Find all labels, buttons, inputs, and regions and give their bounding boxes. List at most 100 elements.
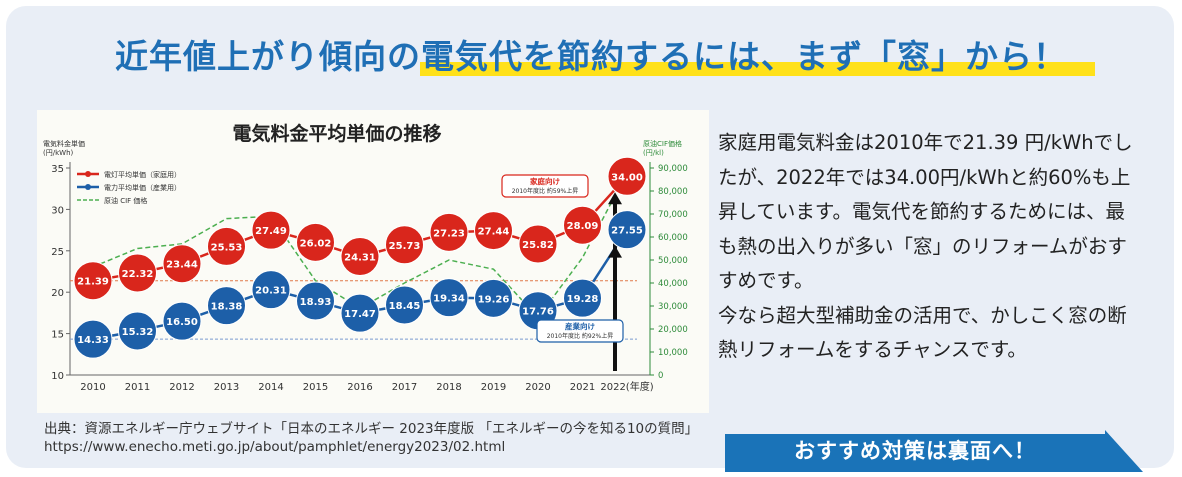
- x-tick-label: 2013: [214, 382, 239, 393]
- x-tick-label: 2020: [525, 382, 550, 393]
- legend-marker: [85, 171, 91, 177]
- household-value-label: 24.31: [344, 253, 376, 264]
- annotation-title: 家庭向け: [530, 176, 560, 186]
- headline-highlight: [420, 62, 1095, 76]
- source-url[interactable]: https://www.enecho.meti.go.jp/about/pamp…: [44, 439, 506, 455]
- household-value-label: 27.23: [433, 228, 465, 239]
- household-point: [73, 261, 113, 301]
- headline: 近年値上がり傾向の電気代を節約するには、まず「窓」から！: [115, 37, 1067, 76]
- industrial-point: [340, 293, 380, 333]
- industrial-point: [474, 278, 513, 318]
- household-point: [207, 226, 246, 266]
- source-citation: 出典：資源エネルギー庁ウェブサイト「日本のエネルギー 2023年度版 「エネルギ…: [44, 420, 698, 456]
- x-tick-label: 2016: [347, 382, 372, 393]
- annotation-box: [536, 319, 624, 343]
- x-tick-label: 2015: [303, 382, 328, 393]
- household-point: [340, 237, 380, 277]
- household-value-label: 28.09: [567, 221, 599, 232]
- industrial-point: [385, 285, 424, 325]
- left-tick-label: 25: [51, 247, 64, 258]
- household-value-label: 23.44: [166, 260, 198, 271]
- industrial-value-label: 19.28: [567, 294, 599, 305]
- industrial-point: [607, 210, 647, 250]
- industrial-value-label: 19.26: [478, 294, 510, 305]
- industrial-value-label: 18.45: [389, 301, 421, 312]
- chart-panel: 電気料金平均単価の推移電気料金単価 (円/kWh) 原油CIF価格 (円/kl) 10 1…: [37, 110, 709, 413]
- industrial-value-label: 18.93: [300, 297, 332, 308]
- industrial-point: [429, 278, 469, 318]
- chart-title: 電気料金平均単価の推移: [232, 122, 441, 145]
- household-value-label: 21.39: [77, 277, 109, 288]
- right-tick-label: 90,000: [658, 164, 688, 174]
- household-point: [474, 211, 513, 251]
- increase-arrow-head: [608, 192, 622, 205]
- household-point: [385, 225, 424, 265]
- right-tick-label: 0: [658, 371, 663, 381]
- industrial-point: [296, 281, 335, 321]
- annotation-note: 2010年度比 約59%上昇: [512, 187, 579, 195]
- legend-label: 電力平均単価（産業用）: [104, 183, 181, 192]
- household-value-label: 27.44: [478, 227, 510, 238]
- source-line: 出典：資源エネルギー庁ウェブサイト「日本のエネルギー 2023年度版 「エネルギ…: [44, 421, 699, 437]
- right-tick-label: 50,000: [658, 256, 688, 266]
- left-axis-label: (円/kWh): [43, 149, 74, 157]
- industrial-point: [251, 270, 291, 310]
- left-axis-label: 電気料金単価: [43, 139, 85, 148]
- industrial-point: [73, 319, 113, 359]
- x-tick-label: 2014: [258, 382, 283, 393]
- annotation-box: [501, 174, 589, 198]
- right-tick-label: 80,000: [658, 187, 688, 197]
- legend-label: 電灯平均単価（家庭用）: [104, 170, 181, 179]
- industrial-point: [162, 301, 202, 341]
- industrial-value-label: 19.34: [433, 294, 465, 305]
- x-tick-label: 2010: [80, 382, 105, 393]
- household-point: [429, 212, 469, 252]
- x-tick-label: 2011: [125, 382, 150, 393]
- household-point: [296, 222, 335, 262]
- left-tick-label: 10: [51, 371, 64, 382]
- household-value-label: 27.49: [255, 226, 287, 237]
- industrial-value-label: 15.32: [122, 327, 154, 338]
- left-tick-label: 35: [51, 164, 64, 175]
- x-tick-label: 2022(年度): [600, 380, 653, 393]
- right-axis-label: (円/kl): [643, 149, 664, 157]
- household-point: [251, 210, 291, 250]
- right-tick-label: 30,000: [658, 302, 688, 312]
- left-tick-label: 20: [51, 288, 64, 299]
- legend-marker: [85, 184, 91, 190]
- industrial-point: [563, 278, 602, 318]
- right-tick-label: 70,000: [658, 210, 688, 220]
- household-point: [518, 224, 558, 264]
- industrial-value-label: 17.76: [522, 307, 554, 318]
- body-paragraph-2: 今なら超大型補助金の活用で、かしこく窓の断熱リフォームをするチャンスです。: [718, 303, 1127, 362]
- industrial-value-label: 17.47: [344, 309, 376, 320]
- cta-arrow-shape: [725, 430, 1143, 472]
- household-point: [118, 253, 157, 293]
- industrial-value-label: 20.31: [255, 286, 287, 297]
- body-paragraph-1: 家庭用電気料金は2010年で21.39 円/kWhでしたが、2022年では34.…: [718, 131, 1133, 292]
- household-point: [162, 244, 202, 284]
- industrial-point: [207, 286, 246, 326]
- right-tick-label: 20,000: [658, 325, 688, 335]
- right-tick-label: 40,000: [658, 279, 688, 289]
- industrial-point: [118, 311, 157, 351]
- legend-label: 原油 CIF 価格: [104, 196, 147, 205]
- x-tick-label: 2017: [392, 382, 417, 393]
- annotation-note: 2010年度比 約92%上昇: [547, 332, 614, 340]
- left-tick-label: 30: [51, 205, 64, 216]
- x-tick-label: 2021: [570, 382, 595, 393]
- household-value-label: 22.32: [122, 269, 154, 280]
- right-axis-label: 原油CIF価格: [643, 139, 682, 148]
- household-value-label: 25.82: [522, 240, 554, 251]
- cta-label[interactable]: おすすめ対策は裏面へ！: [794, 439, 1036, 463]
- cta-banner[interactable]: [725, 430, 1145, 472]
- industrial-value-label: 16.50: [166, 317, 198, 328]
- right-tick-label: 10,000: [658, 348, 688, 358]
- household-value-label: 34.00: [611, 172, 643, 183]
- right-tick-label: 60,000: [658, 233, 688, 243]
- annotation-title: 産業向け: [565, 321, 595, 331]
- x-tick-label: 2012: [169, 382, 194, 393]
- industrial-value-label: 14.33: [77, 335, 109, 346]
- x-tick-label: 2019: [481, 382, 506, 393]
